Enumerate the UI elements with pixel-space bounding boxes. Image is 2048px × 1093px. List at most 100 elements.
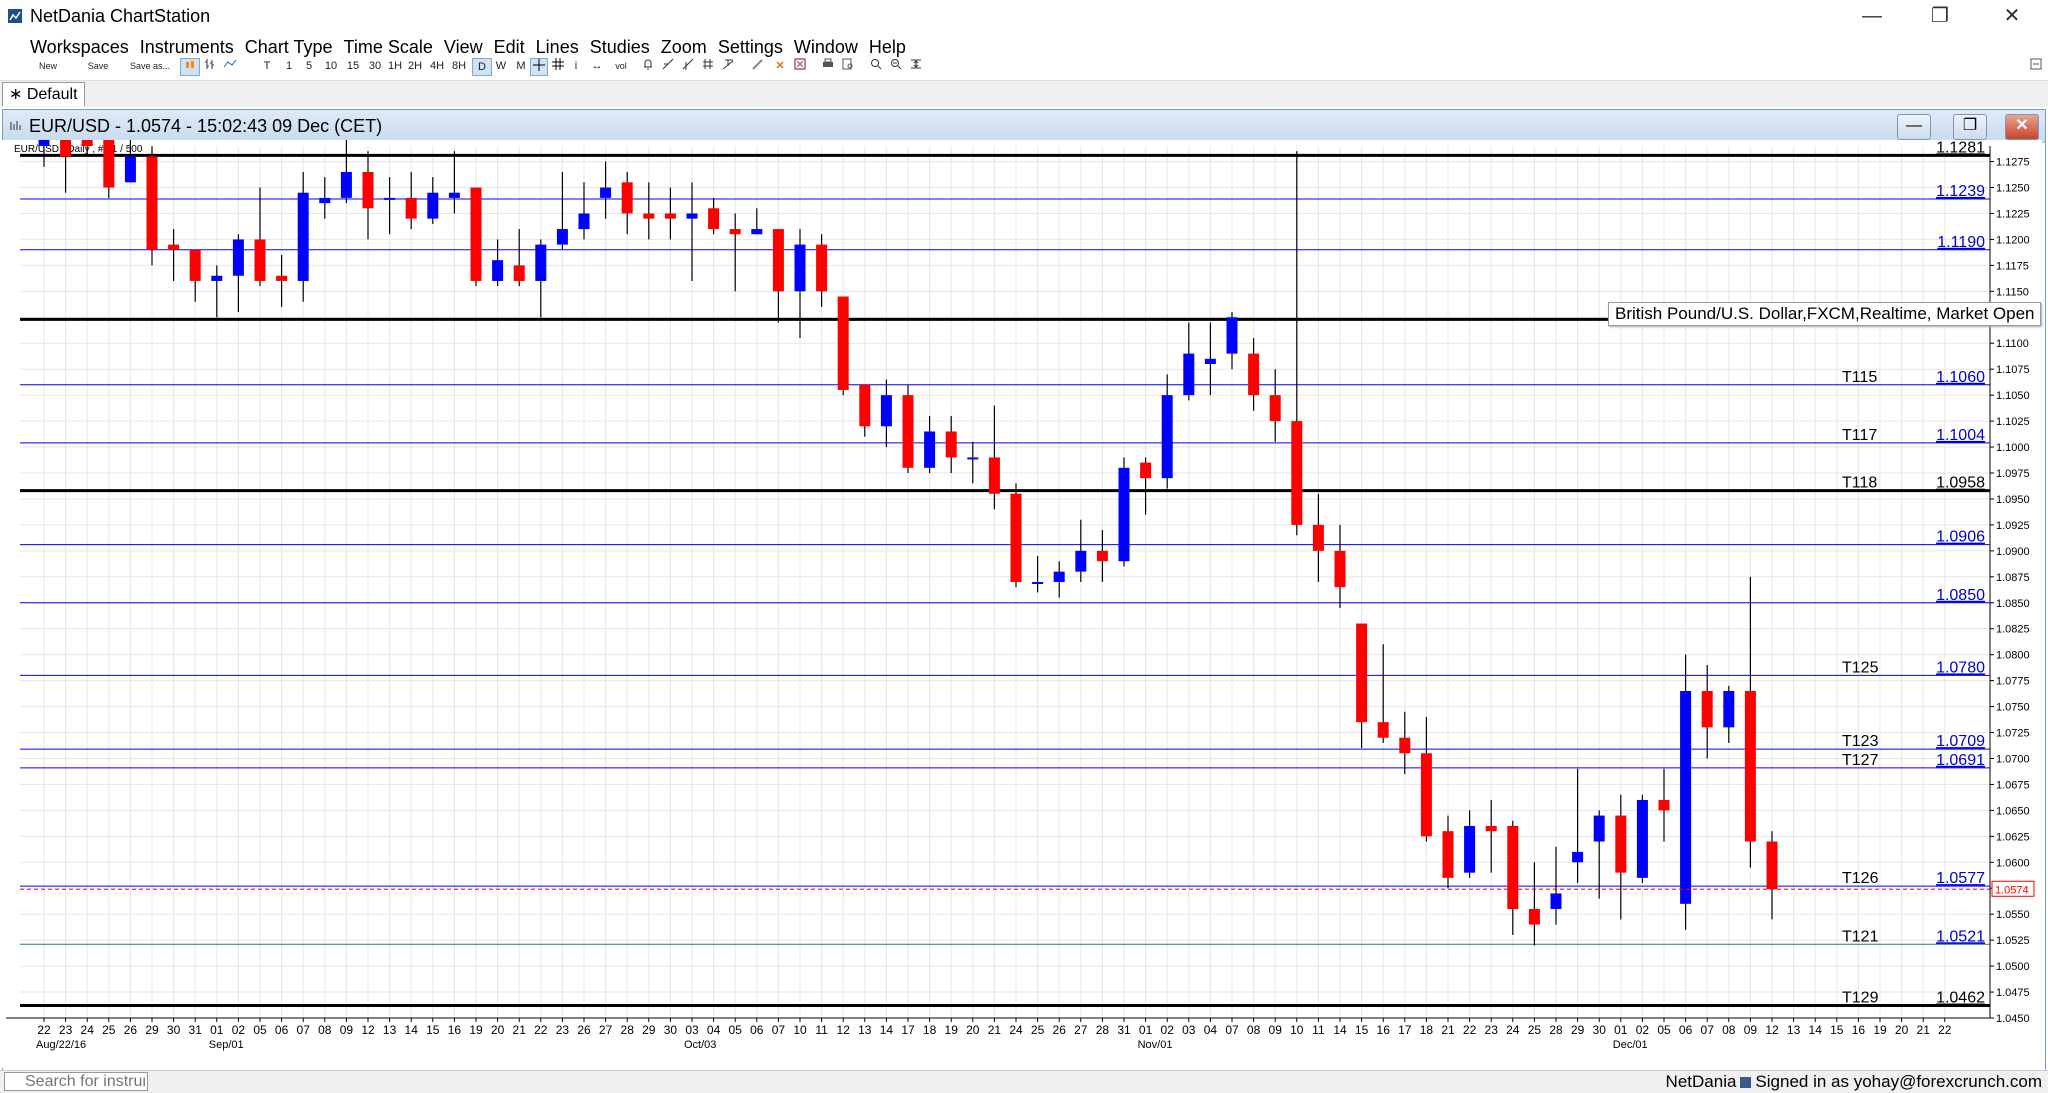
alert-bell-icon[interactable] [640, 58, 656, 74]
candle [1399, 711, 1411, 775]
line-price-label: 1.1190 [1937, 234, 1985, 251]
crosshair-icon[interactable] [530, 58, 548, 76]
x-tick-label: 25 [1031, 1023, 1045, 1037]
timescale-w-button[interactable]: W [495, 60, 507, 72]
menu-time-scale[interactable]: Time Scale [343, 37, 433, 57]
timescale-10-button[interactable]: 10 [324, 60, 338, 72]
candle-body-down [276, 275, 288, 281]
pencil-icon[interactable] [750, 58, 766, 74]
menu-chart-type[interactable]: Chart Type [244, 37, 333, 57]
x-tick-label: 28 [621, 1023, 635, 1037]
line-name-label: T123 [1842, 733, 1879, 750]
menu-help[interactable]: Help [868, 37, 906, 57]
instrument-search-input[interactable] [4, 1072, 148, 1091]
price-chart[interactable]: EUR/USD , Daily , # 81 / 500 1.1281 1.1239… [2, 140, 2042, 1068]
app-title: NetDania ChartStation [30, 6, 211, 26]
volume-icon[interactable]: vol [615, 61, 627, 71]
scroll-arrows-icon[interactable]: ↔ [591, 60, 603, 72]
x-tick-label: 02 [1161, 1023, 1175, 1037]
timescale-8h-button[interactable]: 8H [451, 60, 467, 72]
zoom-fit-icon[interactable] [908, 58, 924, 74]
delete-all-icon[interactable] [792, 58, 808, 74]
save-as-button[interactable]: Save as... [129, 61, 171, 71]
line-chart-icon[interactable] [222, 58, 238, 74]
timescale-1h-button[interactable]: 1H [387, 60, 403, 72]
print-icon[interactable] [820, 58, 836, 74]
x-tick-label: 23 [59, 1023, 73, 1037]
x-tick-label: 19 [469, 1023, 483, 1037]
candle [772, 229, 784, 323]
candle-body-up [384, 197, 396, 200]
candle-body-up [1636, 800, 1648, 878]
zoom-out-icon[interactable] [888, 58, 904, 74]
menu-edit[interactable]: Edit [493, 37, 525, 57]
candle-body-down [1334, 550, 1346, 588]
chart-restore-button[interactable]: ❐ [1953, 114, 1987, 140]
print-preview-icon[interactable] [840, 58, 856, 74]
bar-chart-icon[interactable] [202, 58, 218, 74]
candle-body-down [189, 249, 201, 281]
candle-body-down [1507, 825, 1519, 909]
candle-body-down [621, 182, 633, 214]
candle [1528, 862, 1540, 946]
menu-bar: Workspaces Instruments Chart Type Time S… [0, 37, 909, 59]
delete-x-icon[interactable]: ✕ [775, 60, 785, 72]
menu-zoom[interactable]: Zoom [660, 37, 707, 57]
y-tick-label: 1.1200 [1996, 234, 2030, 246]
chart-close-button[interactable]: ✕ [2005, 114, 2039, 140]
save-button[interactable]: Save [87, 61, 109, 71]
restore-button[interactable]: ❐ [1931, 5, 1949, 27]
x-tick-label: 15 [1355, 1023, 1369, 1037]
pitchfork-icon[interactable] [720, 58, 736, 74]
line-price-label: 1.0521 [1936, 928, 1985, 945]
menu-settings[interactable]: Settings [717, 37, 783, 57]
chart-window-titlebar[interactable]: EUR/USD - 1.0574 - 15:02:43 09 Dec (CET)… [3, 110, 2045, 143]
chart-minimize-button[interactable]: — [1897, 114, 1931, 140]
timescale-5-button[interactable]: 5 [305, 60, 313, 72]
candle [168, 229, 180, 281]
candle [1161, 374, 1173, 489]
timescale-4h-button[interactable]: 4H [429, 60, 445, 72]
y-tick-label: 1.0975 [1996, 468, 2030, 480]
line-name-label: T121 [1842, 928, 1879, 945]
zoom-in-icon[interactable] [868, 58, 884, 74]
candle [1485, 800, 1497, 873]
candle [1269, 369, 1281, 442]
menu-lines[interactable]: Lines [535, 37, 579, 57]
menu-studies[interactable]: Studies [589, 37, 650, 57]
timescale-30-button[interactable]: 30 [368, 60, 382, 72]
menu-instruments[interactable]: Instruments [139, 37, 234, 57]
close-button[interactable]: ✕ [2003, 5, 2021, 27]
candle [276, 255, 288, 307]
timescale-2h-button[interactable]: 2H [407, 60, 423, 72]
grid-icon[interactable] [550, 58, 566, 74]
new-button[interactable]: New [38, 61, 57, 71]
menu-view[interactable]: View [443, 37, 483, 57]
candle [1420, 716, 1432, 842]
x-tick-label: 22 [1938, 1023, 1952, 1037]
candle [729, 213, 741, 292]
timescale-t-button[interactable]: T [263, 60, 271, 72]
toolbar-overflow-icon[interactable] [2028, 58, 2044, 74]
candle-body-down [729, 229, 741, 235]
timescale-15-button[interactable]: 15 [346, 60, 360, 72]
ray-line-icon[interactable] [680, 58, 696, 74]
candlestick-chart-icon[interactable] [180, 58, 200, 76]
candle [1744, 576, 1756, 868]
timescale-m-button[interactable]: M [516, 60, 526, 72]
menu-window[interactable]: Window [793, 37, 858, 57]
x-tick-label: 25 [1528, 1023, 1542, 1037]
fibonacci-icon[interactable] [700, 58, 716, 74]
minimize-button[interactable]: — [1862, 5, 1882, 27]
trendline-icon[interactable] [660, 58, 676, 74]
x-tick-label: 26 [124, 1023, 138, 1037]
tab-default[interactable]: ∗ Default [2, 82, 85, 106]
timescale-1-button[interactable]: 1 [285, 60, 293, 72]
candle-body-down [1658, 800, 1670, 811]
info-icon[interactable]: i [574, 60, 578, 72]
candle-body-down [945, 431, 957, 458]
menu-workspaces[interactable]: Workspaces [30, 37, 129, 57]
y-tick-label: 1.0800 [1996, 650, 2030, 662]
x-tick-label: 31 [1117, 1023, 1131, 1037]
timescale-d-button[interactable]: D [472, 58, 492, 76]
